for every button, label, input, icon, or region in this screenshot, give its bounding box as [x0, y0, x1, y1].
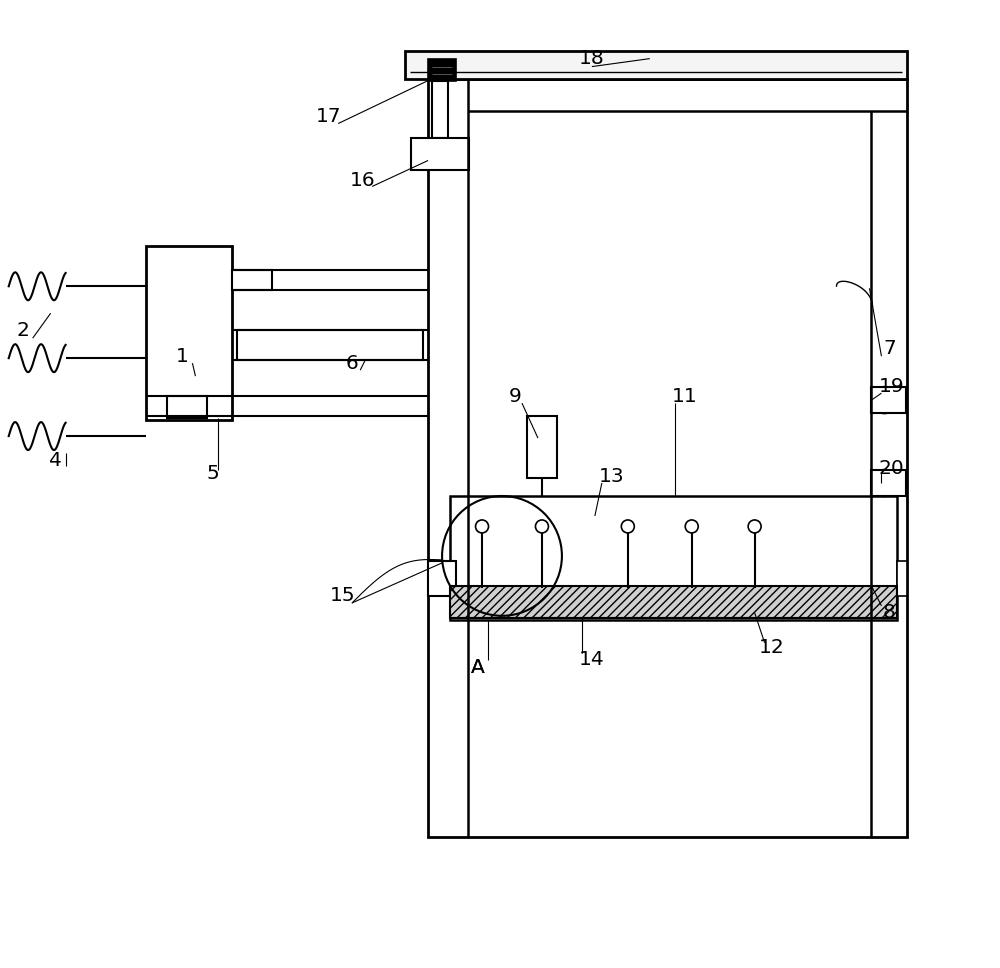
Circle shape — [685, 520, 698, 533]
Text: 1: 1 — [176, 347, 189, 366]
Text: 14: 14 — [579, 650, 605, 669]
Bar — [450, 496, 897, 620]
Text: 19: 19 — [879, 377, 904, 396]
Bar — [411, 138, 469, 170]
Text: 9: 9 — [509, 386, 521, 406]
Bar — [428, 560, 456, 596]
Text: 4: 4 — [49, 450, 62, 469]
Bar — [428, 78, 907, 837]
Bar — [232, 270, 272, 290]
Text: A: A — [471, 658, 485, 678]
Text: 6: 6 — [346, 353, 359, 373]
Text: 18: 18 — [579, 49, 605, 68]
Text: 12: 12 — [759, 638, 784, 657]
Bar — [428, 59, 456, 80]
Bar — [146, 246, 232, 420]
Text: 13: 13 — [599, 467, 625, 486]
Bar — [237, 330, 423, 360]
Text: 5: 5 — [206, 464, 219, 482]
Bar — [871, 387, 906, 413]
Text: 7: 7 — [883, 339, 896, 358]
Circle shape — [748, 520, 761, 533]
Text: 20: 20 — [879, 459, 904, 477]
Circle shape — [621, 520, 634, 533]
Bar — [432, 80, 448, 138]
Text: 15: 15 — [329, 587, 355, 605]
Circle shape — [871, 387, 897, 413]
Circle shape — [476, 520, 489, 533]
Bar — [871, 470, 906, 496]
Text: 2: 2 — [16, 320, 29, 340]
Bar — [450, 586, 897, 618]
Bar — [405, 50, 907, 78]
Circle shape — [871, 470, 897, 496]
Text: 17: 17 — [315, 107, 341, 126]
Text: 8: 8 — [883, 603, 896, 622]
Bar — [897, 560, 907, 596]
Text: 11: 11 — [672, 386, 698, 406]
Circle shape — [535, 520, 548, 533]
Bar — [527, 416, 557, 478]
Bar — [167, 396, 207, 418]
Text: A: A — [471, 658, 485, 678]
Text: 16: 16 — [349, 171, 375, 190]
